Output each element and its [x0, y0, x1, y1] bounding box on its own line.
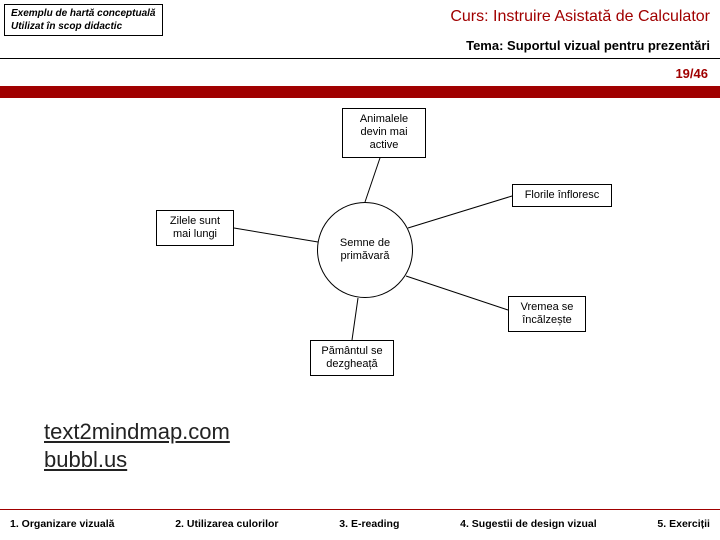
node-label: Vremea se încălzește — [521, 301, 574, 326]
divider — [0, 58, 720, 59]
node-label: Pământul se dezgheață — [321, 345, 382, 370]
footer-item-3[interactable]: 3. E-reading — [339, 518, 399, 530]
link-1[interactable]: text2mindmap.com — [44, 418, 230, 446]
footer-item-2[interactable]: 2. Utilizarea culorilor — [175, 518, 278, 530]
footer-item-4[interactable]: 4. Sugestii de design vizual — [460, 518, 597, 530]
node-n1: Animalele devin mai active — [342, 108, 426, 158]
theme-title: Tema: Suportul vizual pentru prezentări — [466, 38, 710, 53]
concept-map: Semne de primăvară Animalele devin mai a… — [90, 100, 640, 400]
node-n2: Zilele sunt mai lungi — [156, 210, 234, 246]
slide-info-box: Exemplu de hartă conceptuală Utilizat în… — [4, 4, 163, 36]
node-label: Florile înfloresc — [525, 189, 600, 201]
footer-item-5[interactable]: 5. Exerciții — [657, 518, 710, 530]
node-n3: Florile înfloresc — [512, 184, 612, 207]
slide-number: 19/46 — [675, 66, 708, 81]
footer-item-1[interactable]: 1. Organizare vizuală — [10, 518, 114, 530]
footer-nav: 1. Organizare vizuală 2. Utilizarea culo… — [0, 509, 720, 540]
link-2[interactable]: bubbl.us — [44, 446, 230, 474]
node-n5: Pământul se dezgheață — [310, 340, 394, 376]
center-node: Semne de primăvară — [317, 202, 413, 298]
box-line2: Utilizat în scop didactic — [11, 20, 156, 33]
node-label: Zilele sunt mai lungi — [170, 215, 220, 240]
center-label: Semne de primăvară — [318, 237, 412, 263]
node-n4: Vremea se încălzește — [508, 296, 586, 332]
node-label: Animalele devin mai active — [360, 113, 408, 151]
accent-bar — [0, 86, 720, 98]
course-title: Curs: Instruire Asistată de Calculator — [450, 8, 710, 26]
box-line1: Exemplu de hartă conceptuală — [11, 7, 156, 20]
resource-links: text2mindmap.com bubbl.us — [44, 418, 230, 473]
